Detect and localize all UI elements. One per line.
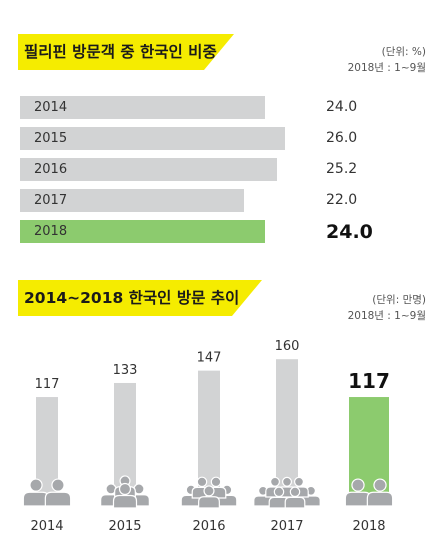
visitor-bar-value: 133 bbox=[113, 363, 138, 378]
share-bar-2017 bbox=[20, 189, 245, 212]
section2-period: 2018년 : 1~9월 bbox=[347, 310, 426, 322]
section2-unit: (단위: 만명) bbox=[372, 294, 426, 306]
share-bar-2015 bbox=[20, 127, 286, 150]
share-bar-2018 bbox=[20, 220, 265, 243]
visitor-bar-label: 2017 bbox=[270, 519, 303, 534]
share-bar-2014 bbox=[20, 96, 265, 119]
share-bar-label: 2018 bbox=[34, 224, 68, 239]
share-bar-label: 2014 bbox=[34, 100, 68, 115]
visitor-bar-value: 117 bbox=[35, 377, 60, 392]
visitor-bar-2016 bbox=[198, 370, 220, 500]
visitor-bar-2014 bbox=[36, 397, 58, 500]
share-bar-value: 24.0 bbox=[326, 221, 373, 243]
person-icon bbox=[344, 478, 372, 507]
person-icon bbox=[112, 482, 138, 509]
share-bar-label: 2015 bbox=[34, 131, 68, 146]
share-bar-value: 24.0 bbox=[326, 99, 358, 115]
visitor-bar-label: 2014 bbox=[30, 519, 63, 534]
share-bar-label: 2016 bbox=[34, 162, 68, 177]
visitor-bar-value: 160 bbox=[275, 339, 300, 354]
section1-unit: (단위: %) bbox=[381, 46, 426, 58]
share-bar-value: 22.0 bbox=[326, 192, 358, 208]
visitor-bar-value: 117 bbox=[348, 369, 390, 393]
section1-title: 필리핀 방문객 중 한국인 비중 bbox=[24, 43, 217, 61]
share-bar-value: 26.0 bbox=[326, 130, 358, 146]
visitor-bar-2017 bbox=[276, 359, 298, 500]
section1-banner bbox=[18, 34, 234, 70]
section2-title: 2014~2018 한국인 방문 추이 bbox=[24, 289, 240, 307]
share-bar-label: 2017 bbox=[34, 193, 68, 208]
person-icon bbox=[198, 485, 220, 509]
person-icon bbox=[284, 486, 306, 509]
share-bar-2016 bbox=[20, 158, 278, 181]
visitor-bar-label: 2018 bbox=[352, 519, 385, 534]
section1-period: 2018년 : 1~9월 bbox=[347, 62, 426, 74]
visitor-bar-2015 bbox=[114, 382, 136, 500]
visitor-bar-value: 147 bbox=[197, 351, 222, 366]
share-bar-value: 25.2 bbox=[326, 161, 358, 177]
section2-banner bbox=[18, 280, 262, 316]
person-icon bbox=[44, 478, 72, 507]
visitor-bar-label: 2015 bbox=[108, 519, 141, 534]
person-icon bbox=[366, 478, 394, 507]
visitor-bar-label: 2016 bbox=[192, 519, 225, 534]
